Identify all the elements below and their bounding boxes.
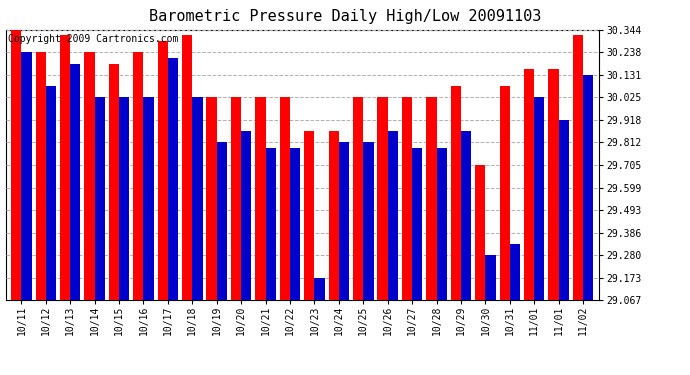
Bar — [559, 120, 569, 300]
Bar — [157, 41, 168, 300]
Bar — [534, 98, 544, 300]
Bar — [206, 98, 217, 300]
Bar — [193, 98, 203, 300]
Bar — [315, 278, 325, 300]
Bar — [109, 64, 119, 300]
Bar — [485, 255, 495, 300]
Bar — [461, 131, 471, 300]
Bar — [402, 98, 412, 300]
Bar — [255, 98, 266, 300]
Bar — [353, 98, 363, 300]
Bar — [437, 148, 447, 300]
Bar — [328, 131, 339, 300]
Bar — [304, 131, 315, 300]
Bar — [388, 131, 398, 300]
Bar — [339, 142, 349, 300]
Bar — [500, 86, 510, 300]
Bar — [241, 131, 251, 300]
Bar — [266, 148, 276, 300]
Bar — [583, 75, 593, 300]
Bar — [168, 58, 178, 300]
Bar — [217, 142, 227, 300]
Bar — [119, 98, 129, 300]
Bar — [70, 64, 81, 300]
Bar — [133, 53, 144, 300]
Text: Barometric Pressure Daily High/Low 20091103: Barometric Pressure Daily High/Low 20091… — [149, 9, 541, 24]
Bar — [144, 98, 154, 300]
Bar — [573, 36, 583, 300]
Bar — [290, 148, 300, 300]
Bar — [46, 86, 56, 300]
Bar — [231, 98, 241, 300]
Bar — [182, 36, 193, 300]
Bar — [21, 53, 32, 300]
Bar — [377, 98, 388, 300]
Bar — [412, 148, 422, 300]
Bar — [451, 86, 461, 300]
Bar — [549, 69, 559, 300]
Bar — [279, 98, 290, 300]
Bar — [60, 36, 70, 300]
Text: Copyright 2009 Cartronics.com: Copyright 2009 Cartronics.com — [8, 34, 179, 44]
Bar — [475, 165, 485, 300]
Bar — [524, 69, 534, 300]
Bar — [11, 30, 21, 300]
Bar — [84, 53, 95, 300]
Bar — [363, 142, 373, 300]
Bar — [95, 98, 105, 300]
Bar — [426, 98, 437, 300]
Bar — [36, 53, 46, 300]
Bar — [510, 244, 520, 300]
